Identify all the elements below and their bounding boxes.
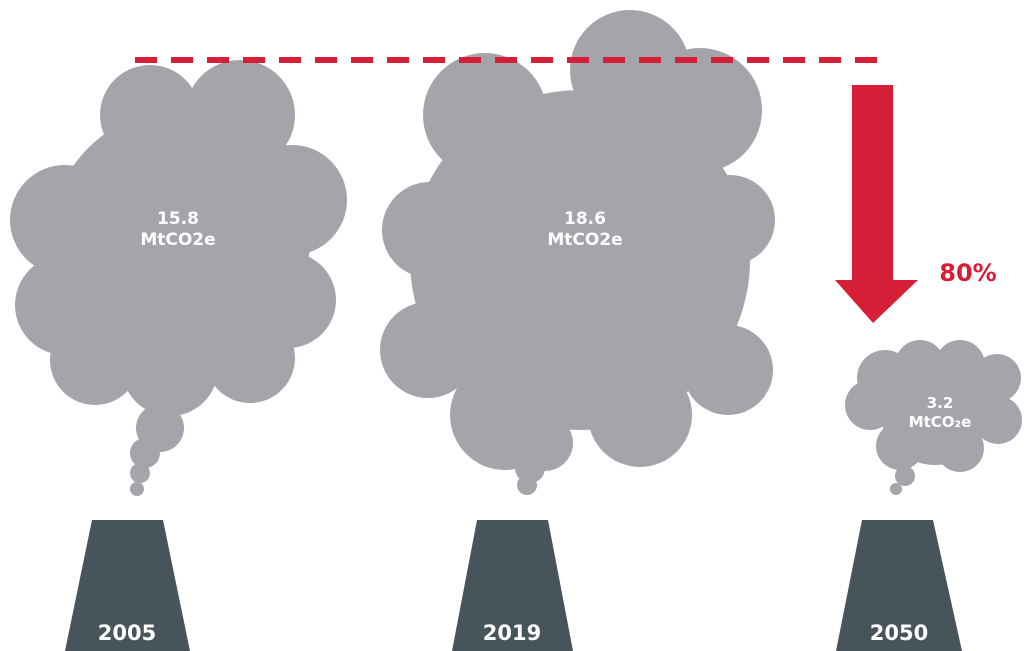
unit: MtCO₂e <box>909 413 972 431</box>
reduction: 80% <box>939 259 996 287</box>
year: 2050 <box>870 621 928 645</box>
chimney <box>65 520 190 651</box>
value: 3.2 <box>927 394 954 412</box>
unit: MtCO2e <box>547 230 622 250</box>
chimney <box>836 520 962 651</box>
arrow-head <box>835 280 918 323</box>
chimney <box>452 520 573 651</box>
year: 2005 <box>98 621 156 645</box>
cloud-2019 <box>380 10 775 495</box>
arrow-shaft <box>852 85 893 280</box>
year: 2019 <box>483 621 541 645</box>
cloud-2005 <box>10 60 347 496</box>
value: 15.8 <box>157 209 199 229</box>
cloud-2050 <box>845 340 1022 495</box>
unit: MtCO2e <box>140 230 215 250</box>
value: 18.6 <box>564 209 606 229</box>
